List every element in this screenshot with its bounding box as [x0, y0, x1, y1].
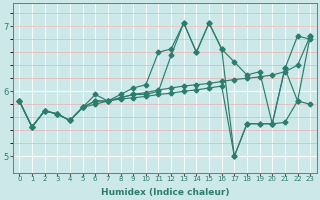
X-axis label: Humidex (Indice chaleur): Humidex (Indice chaleur) — [100, 188, 229, 197]
